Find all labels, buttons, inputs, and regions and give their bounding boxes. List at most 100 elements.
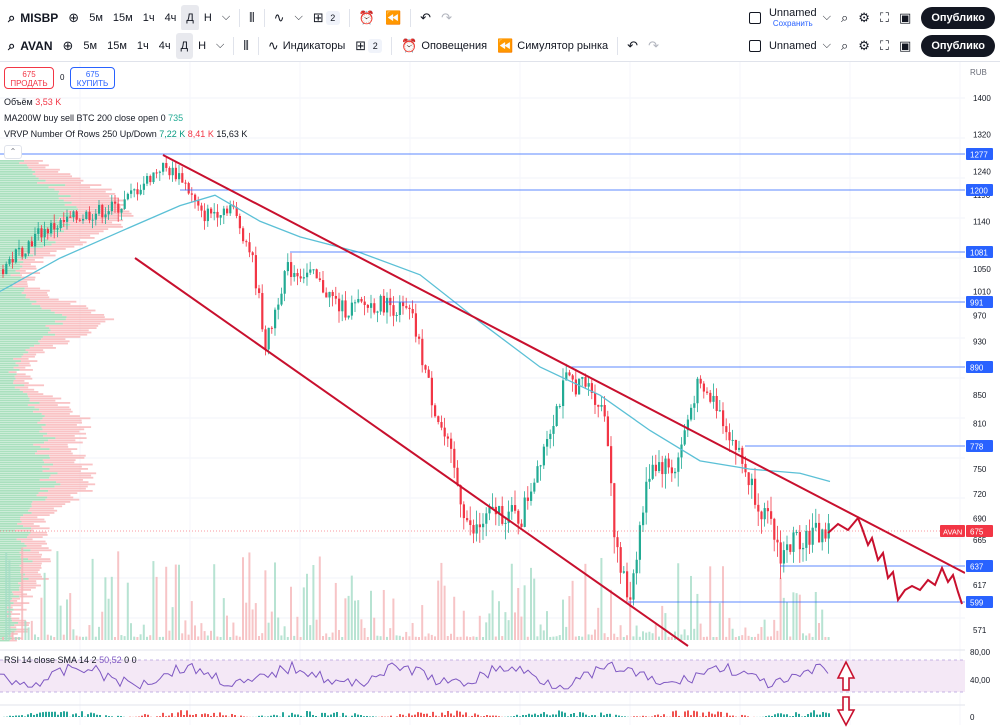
layouts-button[interactable]: ⊞ 2 [350, 33, 387, 59]
indicators-button[interactable]: ∿ Индикаторы [263, 33, 350, 59]
vrvp-legend[interactable]: VRVP Number Of Rows 250 Up/Down 7,22 K 8… [4, 129, 247, 139]
alert-button[interactable]: ⏰ [354, 5, 380, 31]
candle-body [254, 255, 257, 289]
osc-bar [90, 712, 92, 717]
volume-bar [488, 613, 491, 640]
volume-bar [66, 599, 68, 640]
layout-checkbox[interactable] [748, 39, 761, 52]
osc-bar [642, 715, 644, 717]
candle-body [734, 439, 737, 450]
snapshot-button[interactable]: ▣ [894, 33, 916, 59]
profile-bar-up [0, 567, 22, 569]
replay-button[interactable]: ⏪ [380, 5, 406, 31]
profile-bar-down [22, 391, 39, 393]
interval-1h[interactable]: 1ч [136, 39, 149, 52]
osc-bar [795, 712, 797, 717]
profile-bar-down [37, 450, 72, 453]
candle-body [712, 395, 715, 402]
candle-body [117, 203, 120, 213]
osc-bar [543, 712, 545, 717]
candle-body [280, 293, 283, 305]
symbol-search[interactable]: ⌕ AVAN [0, 33, 58, 59]
indicators-button[interactable]: ∿ [269, 5, 290, 31]
settings-button[interactable]: ⚙ [853, 33, 875, 59]
indicators-dropdown[interactable]: ⌵ [290, 5, 308, 31]
alerts-button[interactable]: ⏰ Оповещения [396, 33, 492, 59]
layout-name-button[interactable]: Unnamed ⌵ [744, 33, 836, 59]
chevron-up-icon: ⌃ [9, 147, 17, 156]
profile-bar-up [0, 166, 29, 169]
interval-week[interactable]: Н [203, 11, 212, 24]
currency-label[interactable]: RUB [970, 68, 987, 77]
interval-week[interactable]: Н [198, 39, 207, 52]
layout-name-button[interactable]: Unnamed Сохранить ⌵ [744, 5, 836, 31]
interval-day[interactable]: Д [175, 32, 194, 59]
interval-1h[interactable]: 1ч [142, 11, 155, 24]
volume-bar [254, 603, 257, 640]
volume-bar [472, 636, 475, 640]
profile-bar-down [17, 523, 34, 525]
interval-4h[interactable]: 4ч [164, 11, 177, 24]
redo-button[interactable]: ↷ [643, 33, 664, 59]
interval-4h[interactable]: 4ч [158, 39, 171, 52]
interval-5m[interactable]: 5м [83, 39, 98, 52]
osc-bar [672, 711, 674, 717]
interval-5m[interactable]: 5м [89, 11, 103, 24]
volume-legend[interactable]: Объём 3,53 K [4, 97, 61, 107]
horizontal-levels[interactable] [0, 153, 965, 603]
undo-button[interactable]: ↶ [415, 5, 436, 31]
osc-bar [771, 715, 773, 717]
osc-bar [219, 712, 221, 717]
layouts-button[interactable]: ⊞ 2 [308, 5, 345, 31]
candle-body [354, 302, 357, 304]
candle-body [715, 395, 718, 412]
quick-search-button[interactable]: ⌕ [836, 33, 853, 59]
quick-search-button[interactable]: ⌕ [836, 5, 853, 31]
candle-body [267, 327, 270, 350]
osc-bar [402, 714, 404, 717]
fullscreen-button[interactable]: ⛶ [875, 33, 894, 59]
undo-button[interactable]: ↶ [622, 33, 643, 59]
collapse-legend-button[interactable]: ⌃ [4, 145, 22, 159]
descending-channel[interactable] [134, 154, 966, 647]
symbol-search[interactable]: ⌕ MISBP [0, 5, 63, 31]
profile-bar-up [0, 384, 25, 387]
profile-bar-up [0, 250, 30, 252]
compare-button[interactable]: ⊕ [58, 33, 79, 59]
replay-button[interactable]: ⏪ Симулятор рынка [492, 33, 613, 59]
profile-bar-down [63, 226, 123, 228]
intervals-dropdown[interactable]: ⌵ [211, 33, 229, 59]
profile-bar-down [27, 256, 44, 259]
publish-button[interactable]: Опублико [916, 33, 1000, 59]
save-label[interactable]: Сохранить [772, 18, 813, 28]
profile-bar-up [0, 193, 59, 195]
layout-checkbox[interactable] [748, 11, 761, 24]
profile-bar-down [21, 580, 37, 582]
chart-type-button[interactable]: ⫴ [244, 5, 259, 31]
price-axis[interactable]: 1400132012401190114010811050101097093089… [0, 62, 1000, 727]
osc-bar [261, 715, 263, 717]
intervals-dropdown[interactable]: ⌵ [217, 5, 235, 31]
chart-type-button[interactable]: ⫴ [238, 33, 253, 59]
volume-bar [82, 636, 84, 640]
redo-button[interactable]: ↷ [436, 5, 457, 31]
buy-button[interactable]: 675 КУПИТЬ [70, 67, 115, 89]
publish-button[interactable]: Опублико [916, 5, 1000, 31]
osc-bar [558, 710, 560, 717]
divider [410, 8, 412, 27]
interval-15m[interactable]: 15м [112, 11, 133, 24]
settings-button[interactable]: ⚙ [853, 5, 875, 31]
compare-button[interactable]: ⊕ [63, 5, 84, 31]
profile-bar-up [0, 435, 44, 437]
volume-bar [350, 575, 353, 640]
interval-15m[interactable]: 15м [107, 39, 127, 52]
volume-bar [238, 636, 241, 640]
interval-day[interactable]: Д [181, 4, 199, 31]
fullscreen-button[interactable]: ⛶ [875, 5, 894, 31]
rsi-legend[interactable]: RSI 14 close SMA 14 2 50,52 0 0 [4, 655, 137, 665]
snapshot-button[interactable]: ▣ [894, 5, 916, 31]
sell-button[interactable]: 675 ПРОДАТЬ [4, 67, 54, 89]
candle-body [258, 288, 261, 294]
ma-legend[interactable]: MA200W buy sell BTC 200 close open 0 735 [4, 113, 183, 123]
